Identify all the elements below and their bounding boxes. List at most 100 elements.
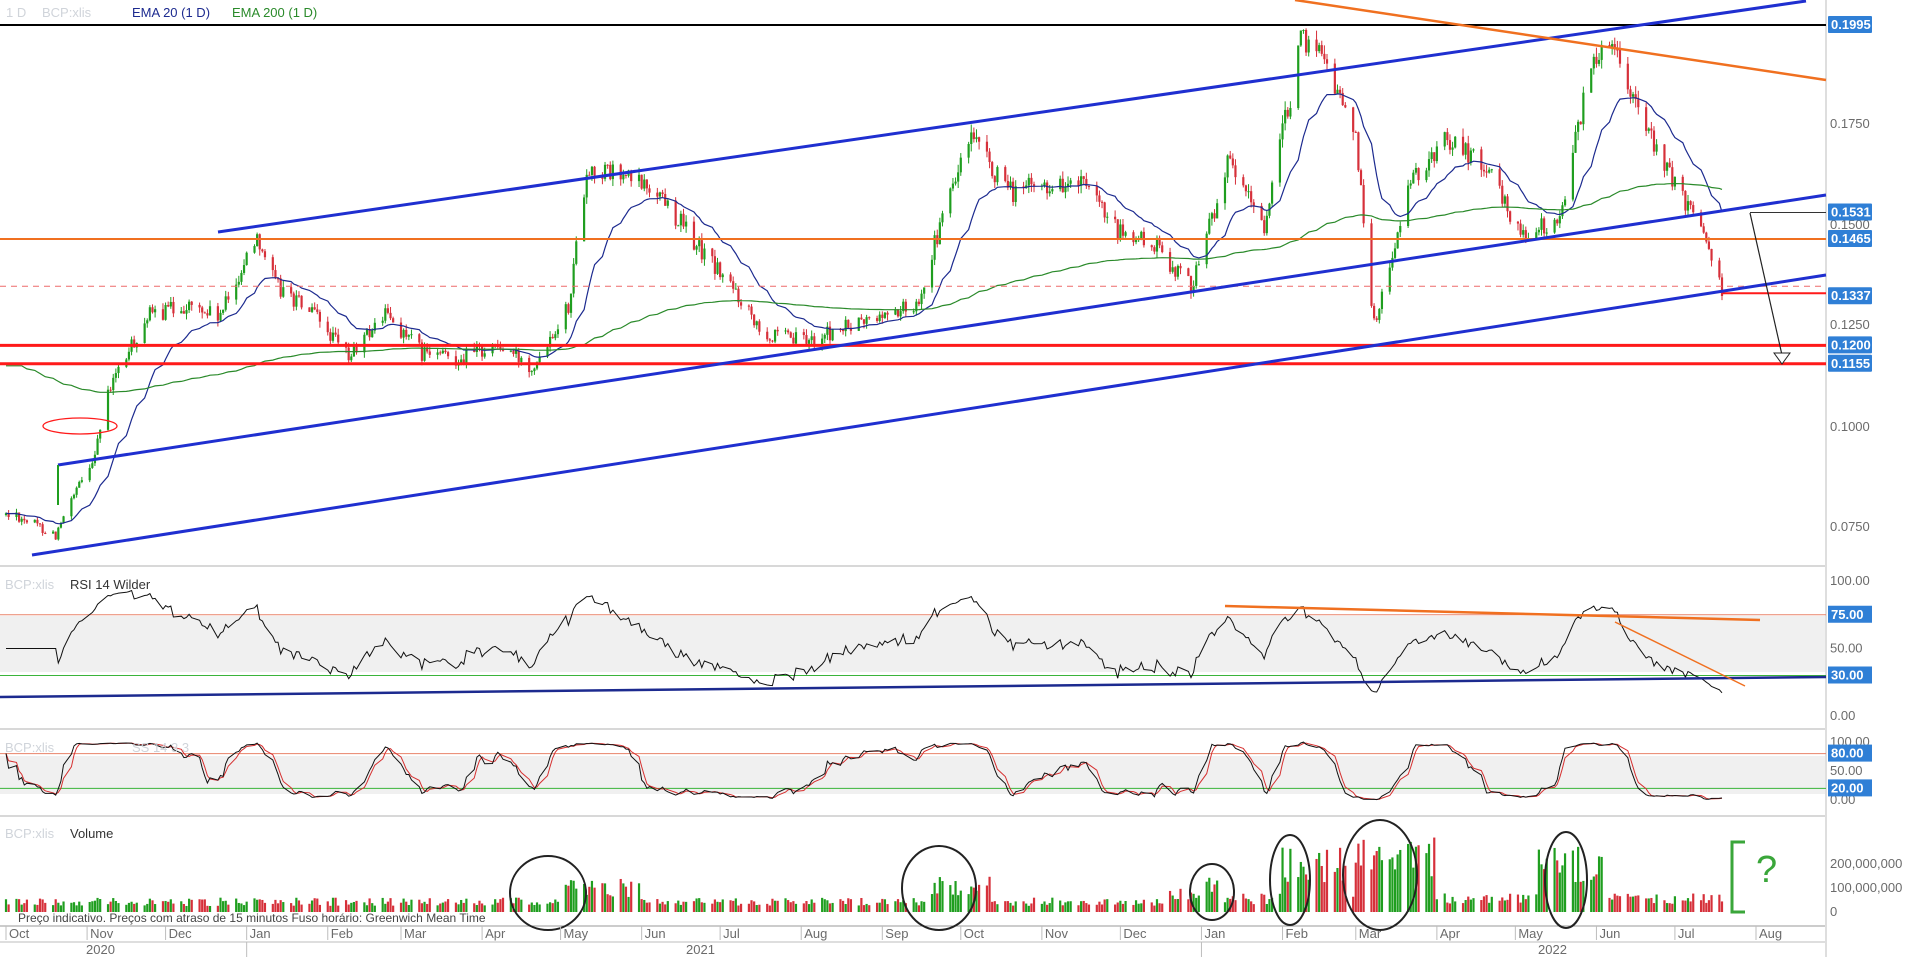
candle-body <box>1692 205 1695 213</box>
volume-bar <box>569 880 573 912</box>
volume-bar <box>894 901 897 912</box>
volume-bar <box>1577 846 1580 912</box>
volume-bar <box>1545 858 1548 912</box>
candle-body <box>59 523 63 528</box>
volume-bar <box>57 902 60 912</box>
volume-bar <box>206 905 209 912</box>
volume-bar <box>564 884 567 912</box>
volume-bar <box>868 905 871 912</box>
candle-body <box>72 494 76 499</box>
candle-body <box>88 467 91 481</box>
candle-body <box>4 513 8 515</box>
volume-circle-annotation <box>1189 863 1235 921</box>
candle-body <box>957 172 960 182</box>
volume-bar <box>499 899 502 912</box>
volume-bar <box>1030 903 1033 912</box>
candle-body <box>143 323 146 343</box>
candle-body <box>622 174 625 180</box>
candle-body <box>794 332 798 344</box>
volume-bar <box>826 900 829 912</box>
volume-bar <box>1325 849 1329 912</box>
month-label: Feb <box>1286 926 1308 941</box>
candle-body <box>23 518 26 521</box>
volume-bar <box>368 898 371 912</box>
candle-body <box>1176 265 1179 277</box>
volume-bar <box>753 901 756 912</box>
candle-body <box>719 262 722 278</box>
candle-body <box>656 192 659 197</box>
candle-body <box>514 350 518 354</box>
rsi-line[interactable] <box>6 589 1723 694</box>
volume-bar <box>292 905 295 912</box>
stoch-k-line[interactable] <box>5 741 1723 801</box>
candle-body <box>1077 180 1080 186</box>
candle-body <box>1307 39 1310 53</box>
candle-body <box>753 314 756 326</box>
volume-bar <box>664 904 667 912</box>
ema20-legend[interactable]: EMA 20 (1 D) <box>132 5 210 20</box>
volume-bar <box>1051 897 1054 912</box>
volume-bar <box>106 904 110 912</box>
volume-bar <box>381 897 384 912</box>
candle-body <box>1616 49 1619 51</box>
volume-bar <box>1702 894 1705 912</box>
candle-body <box>1069 180 1072 184</box>
volume-circle-annotation <box>1342 819 1418 931</box>
candle-body <box>847 319 850 328</box>
volume-bar <box>648 902 651 912</box>
candle-body <box>1140 231 1143 239</box>
rsi-level-label: 30.00 <box>1828 666 1872 684</box>
candle-body <box>1064 186 1067 193</box>
candle-body <box>585 174 588 198</box>
volume-bar <box>619 878 622 912</box>
candle-body <box>1155 237 1159 252</box>
volume-bar <box>1590 879 1593 912</box>
candle-body <box>164 305 167 320</box>
volume-bar <box>583 883 586 912</box>
candle-body <box>1490 169 1493 171</box>
volume-bar <box>326 901 329 912</box>
volume-bar <box>44 902 47 912</box>
volume-bar <box>609 895 612 912</box>
volume-bar <box>350 902 353 912</box>
volume-title[interactable]: Volume <box>70 826 113 841</box>
candle-body <box>1080 176 1083 186</box>
candle-body <box>828 326 832 341</box>
candle-body <box>849 327 853 331</box>
ema20-line[interactable] <box>5 93 1723 525</box>
candle-body <box>1281 123 1284 140</box>
candle-body <box>15 512 18 517</box>
volume-bar <box>1338 847 1342 912</box>
candle-body <box>703 248 706 260</box>
candle-body <box>1116 219 1119 239</box>
candle-body <box>674 200 677 226</box>
ema200-line[interactable] <box>6 182 1723 393</box>
volume-bar <box>677 900 680 912</box>
stoch-title[interactable]: SS 14 3 3 <box>132 740 189 755</box>
volume-bar <box>1362 839 1365 912</box>
candle-body <box>91 463 94 468</box>
candle-body <box>222 309 225 313</box>
rsi-title[interactable]: RSI 14 Wilder <box>70 577 151 592</box>
candle-body <box>564 304 567 330</box>
volume-bar <box>787 900 790 912</box>
volume-bar <box>1626 893 1629 912</box>
candle-body <box>365 328 369 335</box>
price-label-text: 0.1337 <box>1831 288 1871 303</box>
ema200-legend[interactable]: EMA 200 (1 D) <box>232 5 317 20</box>
volume-bar <box>1197 895 1200 912</box>
candle-body <box>242 265 246 273</box>
candle-body <box>685 221 688 227</box>
candle-body <box>1189 276 1193 293</box>
price-label-bg <box>1828 16 1872 33</box>
candle-body <box>831 329 834 341</box>
candle-body <box>1647 128 1650 131</box>
candle-body <box>460 359 463 364</box>
volume-bar <box>685 901 688 912</box>
volume-bar <box>1448 903 1452 912</box>
volume-bar <box>1103 899 1106 912</box>
candle-body <box>933 235 936 260</box>
volume-bar <box>308 903 311 912</box>
volume-bar <box>36 904 39 912</box>
